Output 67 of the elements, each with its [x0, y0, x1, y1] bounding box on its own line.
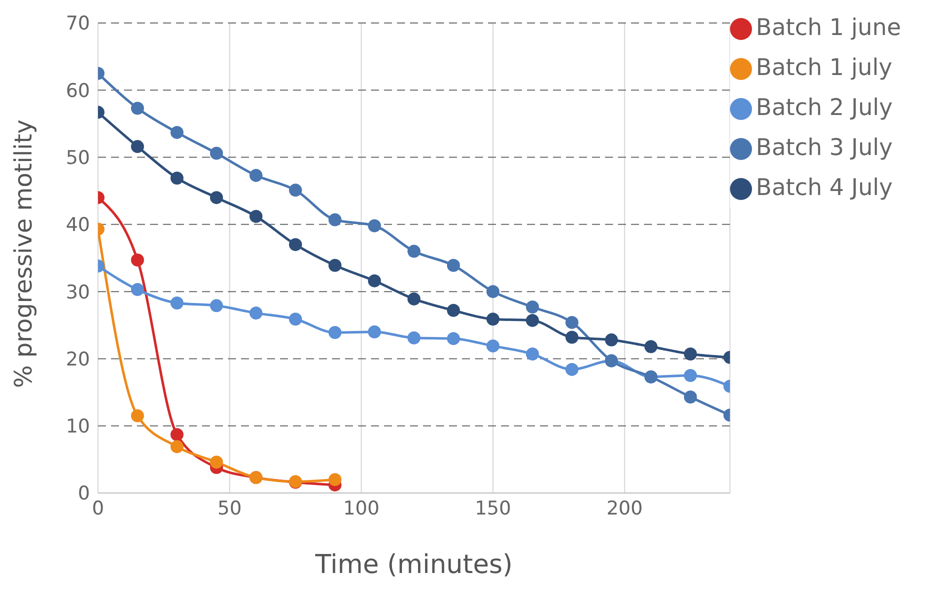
x-axis-title: Time (minutes) — [314, 550, 513, 580]
point — [210, 456, 223, 469]
point — [684, 390, 697, 404]
y-tick-label: 10 — [66, 416, 90, 438]
point — [170, 172, 184, 185]
point — [210, 146, 223, 160]
point — [249, 168, 262, 182]
point — [446, 332, 460, 346]
y-tick-label: 50 — [66, 147, 90, 170]
point — [328, 258, 342, 272]
point — [684, 369, 697, 382]
point — [446, 304, 460, 317]
point — [526, 314, 539, 327]
x-tick-label: 100 — [343, 497, 380, 520]
point — [130, 140, 144, 154]
point — [130, 283, 144, 296]
point — [604, 333, 618, 346]
point — [170, 126, 184, 139]
point — [130, 254, 144, 267]
y-tick-label: 40 — [66, 214, 90, 236]
x-tick-label: 0 — [92, 497, 104, 520]
point — [249, 306, 262, 320]
y-axis-title: % progressive motility — [10, 120, 38, 388]
point — [526, 348, 539, 361]
point — [368, 219, 381, 232]
point — [684, 348, 697, 361]
point — [288, 238, 302, 252]
point — [407, 244, 420, 258]
point — [210, 299, 223, 312]
legend-label: Batch 4 July — [756, 175, 893, 201]
point — [407, 292, 420, 306]
point — [526, 300, 539, 314]
point — [288, 312, 302, 326]
legend-label: Batch 1 july — [756, 55, 892, 81]
point — [170, 296, 184, 310]
point — [170, 440, 184, 454]
point — [565, 316, 578, 329]
point — [368, 325, 381, 338]
point — [407, 331, 420, 344]
point — [486, 285, 500, 298]
point — [130, 102, 144, 115]
point — [130, 409, 144, 422]
x-tick-label: 50 — [218, 497, 242, 520]
point — [368, 274, 381, 288]
legend-label: Batch 1 june — [756, 15, 901, 41]
y-tick-label: 70 — [66, 12, 90, 35]
legend-label: Batch 3 July — [756, 135, 893, 161]
y-tick-label: 20 — [66, 348, 90, 370]
y-tick-label: 30 — [66, 281, 90, 304]
point — [249, 210, 262, 223]
point — [328, 473, 342, 486]
y-tick-label: 60 — [66, 80, 90, 102]
point — [565, 330, 578, 344]
x-tick-label: 200 — [606, 497, 643, 520]
x-tick-label: 150 — [474, 497, 512, 520]
y-tick-label: 0 — [78, 482, 90, 505]
point — [486, 339, 500, 352]
point — [170, 428, 184, 442]
point — [446, 258, 460, 272]
legend-label: Batch 2 July — [756, 95, 893, 121]
point — [565, 362, 578, 376]
point — [486, 312, 500, 326]
point — [288, 184, 302, 197]
point — [210, 191, 223, 204]
point — [644, 340, 658, 354]
point — [328, 213, 342, 226]
point — [328, 326, 342, 340]
